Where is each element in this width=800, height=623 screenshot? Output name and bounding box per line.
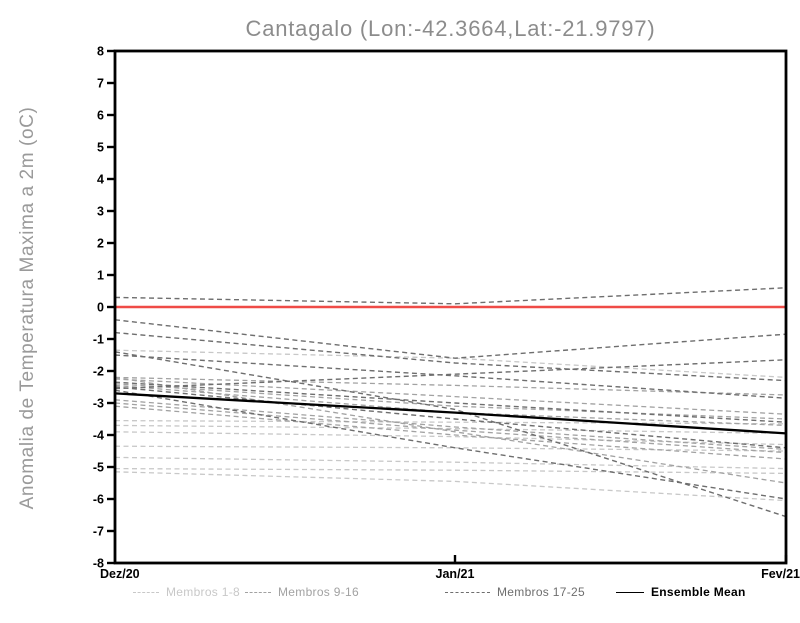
y-axis-tick-label: 2 bbox=[97, 237, 104, 251]
legend-label: Membros 17-25 bbox=[497, 585, 585, 599]
member-line-17-25 bbox=[114, 381, 787, 423]
member-line-17-25 bbox=[114, 351, 787, 518]
member-line-17-25 bbox=[114, 287, 787, 305]
y-axis-tick-label: 0 bbox=[97, 301, 104, 315]
legend-item: Membros 9-16 bbox=[245, 585, 359, 599]
member-line-17-25 bbox=[114, 331, 787, 382]
y-axis-tick-label: 7 bbox=[97, 77, 104, 91]
member-line-9-16 bbox=[114, 402, 787, 454]
y-axis-tick-label: 8 bbox=[97, 45, 104, 59]
legend-label: Membros 1-8 bbox=[166, 585, 240, 599]
y-axis-tick-label: 5 bbox=[97, 141, 104, 155]
y-axis-tick-label: -6 bbox=[93, 493, 104, 507]
member-line-9-16 bbox=[114, 376, 787, 484]
member-line-1-8 bbox=[114, 456, 787, 470]
legend-label: Membros 9-16 bbox=[278, 585, 359, 599]
member-line-17-25 bbox=[114, 319, 787, 359]
legend-line-sample-solid bbox=[616, 591, 644, 593]
member-line-9-16 bbox=[114, 383, 787, 420]
y-axis-tick-label: -4 bbox=[93, 429, 104, 443]
member-line-1-8 bbox=[114, 419, 787, 425]
member-line-1-8 bbox=[114, 467, 787, 475]
legend-line-sample-dashed bbox=[133, 591, 159, 593]
legend-item: Membros 1-8 bbox=[133, 585, 240, 599]
member-line-17-25 bbox=[114, 354, 787, 399]
legend-item: Membros 17-25 bbox=[445, 585, 585, 599]
member-line-1-8 bbox=[114, 424, 787, 435]
member-line-17-25 bbox=[114, 389, 787, 500]
x-axis-tick-label: Fev/21 bbox=[761, 567, 800, 581]
legend-line-sample-dashed bbox=[245, 591, 271, 593]
y-axis-label: Anomalia de Temperatura Maxima a 2m (oC) bbox=[17, 106, 38, 510]
x-axis-tick-label: Dez/20 bbox=[100, 567, 140, 581]
member-line-9-16 bbox=[114, 378, 787, 415]
member-line-1-8 bbox=[114, 431, 787, 446]
member-line-1-8 bbox=[114, 471, 787, 502]
member-line-9-16 bbox=[114, 405, 787, 460]
y-axis-tick-label: 4 bbox=[97, 173, 104, 187]
y-axis-tick-label: -3 bbox=[93, 397, 104, 411]
chart-title: Cantagalo (Lon:-42.3664,Lat:-21.9797) bbox=[245, 16, 656, 41]
legend: Membros 1-8 Membros 9-16 Membros 17-25 Ense… bbox=[0, 585, 800, 605]
y-axis-tick-label: -5 bbox=[93, 461, 104, 475]
legend-item: Ensemble Mean bbox=[616, 585, 746, 599]
ensemble-mean-line bbox=[114, 392, 787, 435]
y-axis-tick-label: -1 bbox=[93, 333, 104, 347]
x-axis-tick-label: Jan/21 bbox=[436, 567, 475, 581]
member-line-17-25 bbox=[114, 386, 787, 449]
y-axis-tick-label: -8 bbox=[93, 557, 104, 571]
y-axis-tick-label: 6 bbox=[97, 109, 104, 123]
y-axis-tick-label: 1 bbox=[97, 269, 104, 283]
y-axis-tick-label: -7 bbox=[93, 525, 104, 539]
y-axis-tick-label: -2 bbox=[93, 365, 104, 379]
member-line-9-16 bbox=[114, 376, 787, 396]
member-line-17-25 bbox=[114, 359, 787, 390]
y-axis-tick-label: 3 bbox=[97, 205, 104, 219]
legend-label: Ensemble Mean bbox=[651, 585, 746, 599]
legend-line-sample-dashed bbox=[445, 591, 490, 593]
